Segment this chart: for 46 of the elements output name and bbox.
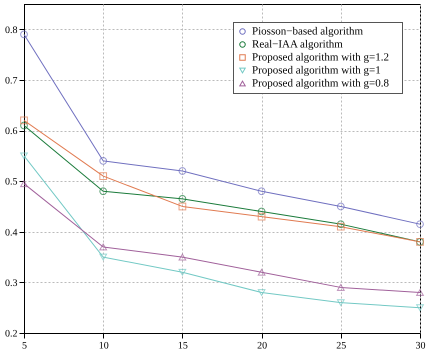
point (20, 30, 28, 38)
y-tick-label: 0.4 (5, 227, 18, 238)
point (99, 244, 108, 250)
legend-label: Proposed algorithm with g=1.2 (252, 52, 389, 64)
point (336, 222, 345, 231)
point (258, 268, 266, 276)
x-tick-label: 15 (178, 340, 188, 352)
point (258, 289, 266, 296)
x-tick-label: 20 (257, 340, 268, 352)
point (20, 116, 28, 124)
point (336, 299, 345, 306)
point (178, 254, 186, 260)
point (258, 212, 266, 220)
point (20, 180, 28, 188)
x-tick-label: 5 (22, 340, 27, 352)
point (416, 304, 424, 312)
point (178, 202, 186, 210)
legend-label: Proposed algorithm with g=0.8 (252, 78, 390, 90)
point (178, 195, 186, 203)
point (416, 220, 424, 228)
point (99, 172, 108, 180)
x-tick-label: 10 (98, 340, 109, 352)
point (20, 122, 28, 130)
legend-label: Proposed algorithm with g=1 (252, 64, 381, 76)
x-tick-label: 30 (416, 340, 426, 352)
legend-label: Real−IAA algorithm (252, 38, 344, 50)
y-tick-label: 0.3 (5, 278, 18, 289)
y-tick-label: 0.7 (5, 75, 18, 86)
point (20, 152, 28, 160)
point (336, 220, 345, 228)
point (178, 167, 186, 175)
point (99, 157, 108, 165)
point (178, 268, 186, 276)
point (258, 208, 266, 216)
point (336, 202, 345, 210)
y-tick-label: 0.2 (5, 328, 18, 340)
point (258, 187, 266, 196)
point (336, 284, 345, 291)
x-tick-label: 25 (336, 340, 346, 352)
y-tick-label: 0.5 (5, 176, 18, 188)
point (416, 289, 424, 296)
legend-label: Piosson−based algorithm (252, 26, 364, 38)
y-tick-label: 0.6 (5, 126, 18, 138)
point (99, 254, 108, 260)
y-tick-label: 0.8 (5, 24, 18, 36)
point (99, 187, 108, 196)
